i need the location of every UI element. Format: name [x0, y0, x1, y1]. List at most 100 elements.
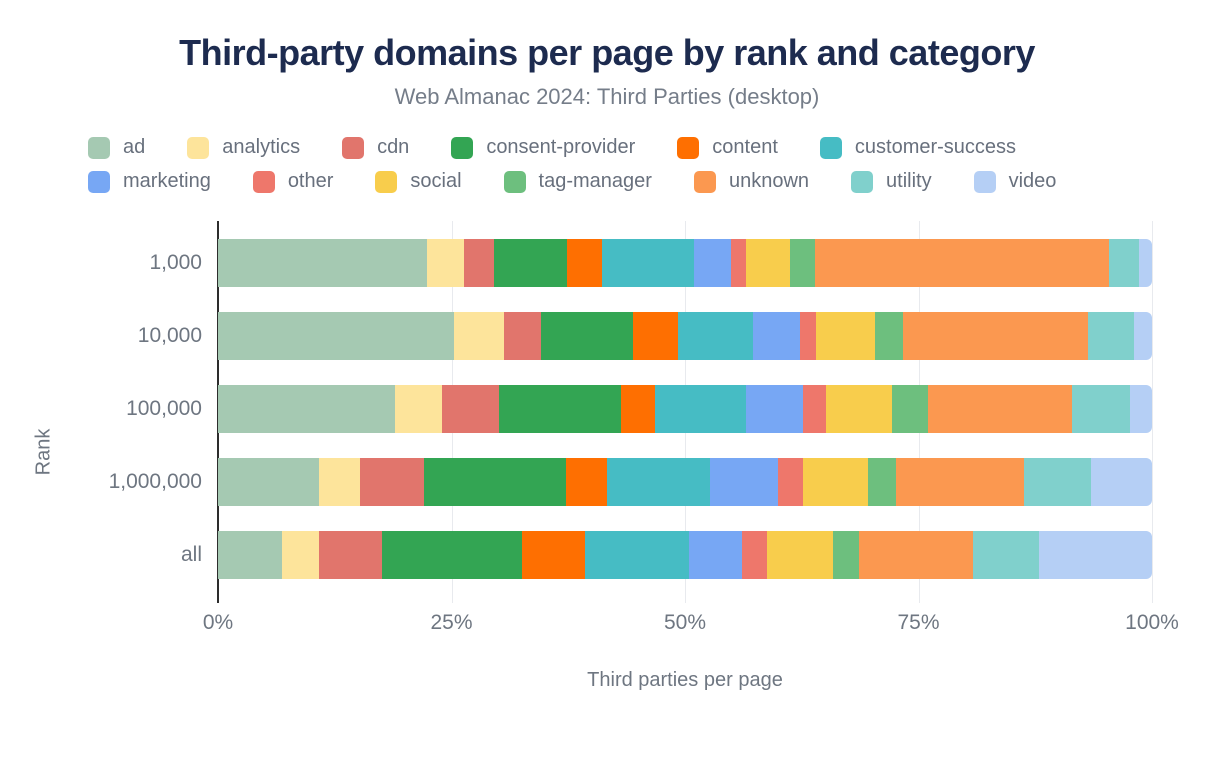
legend-swatch-customer-success: [819, 136, 842, 159]
bar-segment-unknown[interactable]: [896, 458, 1024, 506]
bar-segment-customer-success[interactable]: [655, 385, 746, 433]
bar-segment-utility[interactable]: [972, 531, 1039, 579]
bar-segment-tag-manager[interactable]: [790, 239, 815, 287]
bar-segment-marketing[interactable]: [745, 385, 803, 433]
bar-segment-consent-provider[interactable]: [541, 312, 633, 360]
bar-segment-ad[interactable]: [218, 312, 455, 360]
legend-swatch-utility: [851, 170, 874, 193]
bar-segment-content[interactable]: [567, 239, 602, 287]
bar-segment-analytics[interactable]: [318, 458, 360, 506]
bar-segment-unknown[interactable]: [902, 312, 1088, 360]
bar-segment-social[interactable]: [767, 531, 834, 579]
bar-segment-tag-manager[interactable]: [833, 531, 859, 579]
bar-segment-utility[interactable]: [1087, 312, 1135, 360]
bar-segment-unknown[interactable]: [927, 385, 1072, 433]
bar-segment-ad[interactable]: [218, 385, 396, 433]
bar-segment-unknown[interactable]: [858, 531, 973, 579]
bar-segment-ad[interactable]: [218, 531, 282, 579]
bar-segment-analytics[interactable]: [281, 531, 319, 579]
bar-segment-cdn[interactable]: [503, 312, 542, 360]
bar-segment-social[interactable]: [745, 239, 791, 287]
legend-item-marketing[interactable]: marketing: [88, 170, 211, 193]
bar-segment-other[interactable]: [802, 385, 826, 433]
bar-segment-cdn[interactable]: [359, 458, 425, 506]
legend-item-cdn[interactable]: cdn: [342, 136, 409, 159]
bar-segment-consent-provider[interactable]: [424, 458, 567, 506]
x-axis-ticks: 0% 25% 50% 75% 100%: [203, 611, 1179, 641]
bar-segment-marketing[interactable]: [694, 239, 731, 287]
stacked-bar-1,000,000: [218, 458, 1152, 506]
bar-segment-consent-provider[interactable]: [382, 531, 523, 579]
legend-label: tag-manager: [538, 170, 652, 192]
bar-segment-customer-success[interactable]: [601, 239, 695, 287]
bar-segment-content[interactable]: [522, 531, 586, 579]
y-axis-title: Rank: [32, 428, 55, 476]
bar-segment-content[interactable]: [632, 312, 679, 360]
bar-segment-tag-manager[interactable]: [874, 312, 903, 360]
legend-item-other[interactable]: other: [252, 170, 333, 193]
chart-subtitle: Web Almanac 2024: Third Parties (desktop…: [394, 84, 820, 109]
legend-swatch-ad: [88, 136, 110, 159]
bar-segment-video[interactable]: [1134, 312, 1152, 360]
bar-row-10,000: 10,000: [138, 312, 1152, 360]
bar-segment-marketing[interactable]: [688, 531, 742, 579]
bar-segment-ad[interactable]: [218, 458, 319, 506]
bar-segment-video[interactable]: [1038, 531, 1152, 579]
bar-segment-utility[interactable]: [1023, 458, 1092, 506]
bar-segment-content[interactable]: [566, 458, 607, 506]
bar-segment-tag-manager[interactable]: [868, 458, 897, 506]
y-tick-label: 1,000,000: [108, 470, 202, 493]
bar-segment-cdn[interactable]: [318, 531, 383, 579]
legend-item-content[interactable]: content: [677, 136, 778, 159]
bar-segment-consent-provider[interactable]: [494, 239, 568, 287]
bar-segment-video[interactable]: [1138, 239, 1152, 287]
y-tick-label: 1,000: [149, 251, 202, 274]
bar-segment-social[interactable]: [815, 312, 875, 360]
bar-segment-other[interactable]: [799, 312, 816, 360]
stacked-bar-1,000: [218, 239, 1152, 287]
bar-segment-analytics[interactable]: [454, 312, 504, 360]
bar-segment-tag-manager[interactable]: [892, 385, 928, 433]
bar-segment-marketing[interactable]: [710, 458, 779, 506]
bar-segment-cdn[interactable]: [442, 385, 500, 433]
bar-segment-utility[interactable]: [1071, 385, 1130, 433]
bar-segment-video[interactable]: [1091, 458, 1152, 506]
stacked-bar-100,000: [218, 385, 1152, 433]
bar-segment-unknown[interactable]: [814, 239, 1109, 287]
x-tick-label-100: 100%: [1125, 611, 1179, 634]
bar-segment-customer-success[interactable]: [585, 531, 689, 579]
legend-label: utility: [886, 170, 932, 192]
legend-swatch-social: [375, 170, 398, 193]
legend-item-video[interactable]: video: [973, 170, 1056, 193]
bar-segment-content[interactable]: [621, 385, 656, 433]
legend-item-unknown[interactable]: unknown: [693, 170, 809, 193]
bar-segment-consent-provider[interactable]: [499, 385, 622, 433]
bar-segment-analytics[interactable]: [395, 385, 443, 433]
legend-swatch-cdn: [342, 136, 365, 159]
legend-label: ad: [123, 136, 146, 158]
legend-item-consent-provider[interactable]: consent-provider: [451, 136, 635, 159]
bar-segment-social[interactable]: [802, 458, 868, 506]
legend-item-ad[interactable]: ad: [88, 136, 145, 159]
bar-segment-other[interactable]: [730, 239, 746, 287]
bar-segment-social[interactable]: [825, 385, 893, 433]
legend-swatch-other: [252, 170, 275, 193]
bar-segment-video[interactable]: [1129, 385, 1152, 433]
legend-swatch-unknown: [693, 170, 716, 193]
legend-item-tag-manager[interactable]: tag-manager: [503, 170, 652, 193]
bar-segment-cdn[interactable]: [463, 239, 495, 287]
bar-segment-other[interactable]: [778, 458, 803, 506]
legend-item-social[interactable]: social: [375, 170, 462, 193]
gridline-100: [1152, 221, 1153, 603]
legend-item-analytics[interactable]: analytics: [187, 136, 300, 159]
bar-segment-customer-success[interactable]: [606, 458, 711, 506]
bar-segment-other[interactable]: [741, 531, 768, 579]
bar-segment-analytics[interactable]: [427, 239, 464, 287]
bar-segment-ad[interactable]: [218, 239, 428, 287]
bar-segment-utility[interactable]: [1108, 239, 1139, 287]
legend-item-customer-success[interactable]: customer-success: [819, 136, 1016, 159]
bar-segment-customer-success[interactable]: [678, 312, 754, 360]
legend-label: content: [712, 136, 778, 158]
bar-segment-marketing[interactable]: [753, 312, 800, 360]
legend-item-utility[interactable]: utility: [851, 170, 932, 193]
